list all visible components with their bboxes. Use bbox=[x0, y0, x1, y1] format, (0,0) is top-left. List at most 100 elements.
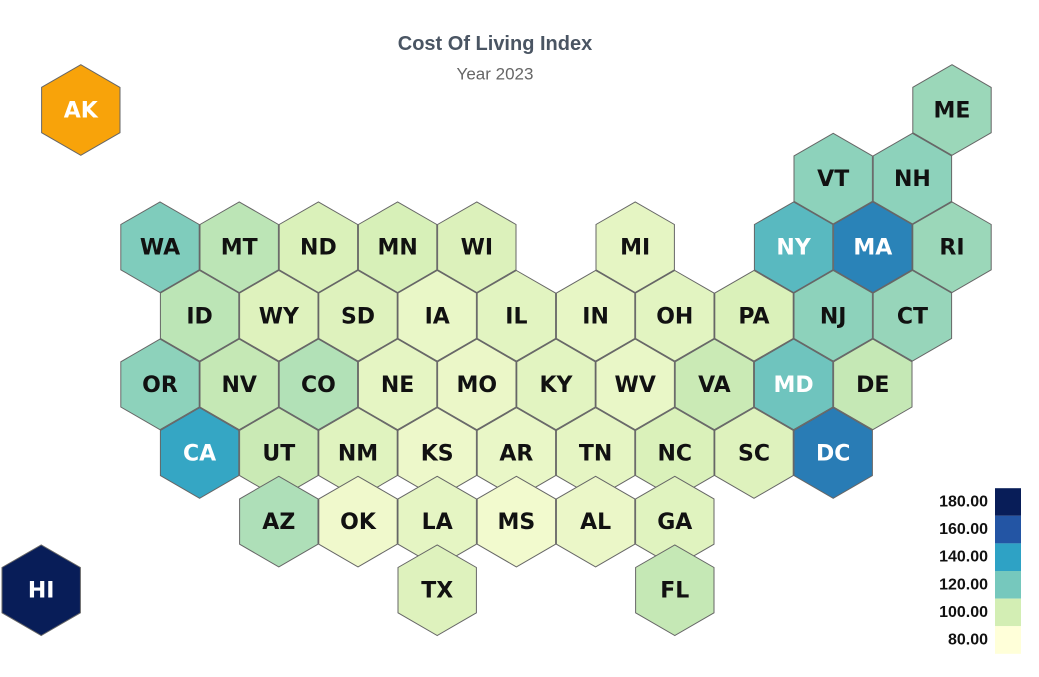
state-hex bbox=[635, 544, 715, 637]
state-code: NM bbox=[338, 442, 378, 467]
state-hex bbox=[476, 475, 557, 568]
state-hex bbox=[753, 338, 834, 431]
legend-label: 180.00 bbox=[939, 494, 988, 511]
state-hex bbox=[120, 338, 200, 431]
state-code: KY bbox=[540, 373, 574, 398]
state-hex bbox=[120, 201, 200, 294]
state-hex bbox=[912, 201, 992, 294]
state-hex bbox=[833, 338, 913, 431]
state-code: NV bbox=[221, 373, 256, 398]
state-hex bbox=[397, 269, 477, 362]
state-code: SC bbox=[738, 442, 770, 467]
state-hex bbox=[1, 544, 81, 637]
state-hex bbox=[595, 338, 675, 431]
state-hex bbox=[753, 201, 834, 294]
state-code: NH bbox=[894, 167, 931, 192]
state-code: GA bbox=[657, 510, 692, 535]
state-code: RI bbox=[939, 236, 964, 261]
state-code: DC bbox=[816, 442, 850, 467]
state-code: OH bbox=[656, 304, 693, 329]
state-hex bbox=[318, 269, 398, 362]
state-code: LA bbox=[422, 510, 453, 535]
state-hex bbox=[674, 338, 755, 431]
state-hex bbox=[912, 64, 992, 156]
legend-swatch bbox=[995, 543, 1021, 571]
state-code: MT bbox=[221, 236, 258, 261]
state-code: SD bbox=[341, 304, 375, 329]
state-hex bbox=[397, 544, 477, 637]
state-hex bbox=[437, 338, 517, 431]
state-hex bbox=[278, 201, 359, 294]
state-hex bbox=[476, 269, 557, 362]
state-code: TN bbox=[579, 442, 612, 467]
state-code: AR bbox=[499, 442, 533, 467]
state-code: NJ bbox=[820, 304, 847, 329]
state-hex bbox=[199, 338, 279, 431]
state-code: WI bbox=[461, 236, 493, 261]
legend-label: 160.00 bbox=[939, 521, 988, 538]
state-code: DE bbox=[856, 373, 889, 398]
state-code: CO bbox=[301, 373, 336, 398]
state-code: IN bbox=[582, 304, 609, 329]
state-hex bbox=[278, 338, 359, 431]
state-code: KS bbox=[421, 442, 454, 467]
state-code: MD bbox=[774, 373, 814, 398]
state-code: IL bbox=[505, 304, 527, 329]
state-code: NC bbox=[658, 442, 693, 467]
state-hex bbox=[357, 201, 438, 294]
state-code: ID bbox=[186, 304, 212, 329]
state-hex bbox=[793, 269, 873, 362]
state-code: WY bbox=[259, 304, 300, 329]
state-code: OR bbox=[142, 373, 178, 398]
state-hex bbox=[437, 201, 517, 294]
legend-swatch bbox=[995, 488, 1021, 516]
state-code: MS bbox=[498, 510, 536, 535]
legend-label: 140.00 bbox=[939, 549, 988, 566]
legend-swatch bbox=[995, 571, 1021, 599]
state-hex bbox=[239, 475, 319, 568]
legend-label: 80.00 bbox=[948, 632, 988, 649]
state-code: PA bbox=[738, 304, 769, 329]
state-code: TX bbox=[421, 579, 453, 604]
state-hex bbox=[555, 269, 636, 362]
legend-label: 100.00 bbox=[939, 604, 988, 621]
state-code: AK bbox=[64, 99, 99, 124]
state-code: ND bbox=[300, 236, 337, 261]
state-hex bbox=[239, 269, 319, 362]
state-hex bbox=[159, 407, 240, 499]
state-code: CA bbox=[183, 442, 216, 467]
state-code: ME bbox=[934, 99, 971, 124]
state-code: WA bbox=[140, 236, 180, 261]
state-code: IA bbox=[425, 304, 450, 329]
state-hex bbox=[159, 269, 240, 362]
state-code: HI bbox=[28, 579, 55, 604]
state-code: AZ bbox=[262, 510, 295, 535]
state-code: NY bbox=[776, 236, 811, 261]
state-hex bbox=[635, 269, 715, 362]
state-hex bbox=[872, 269, 953, 362]
state-hex bbox=[793, 132, 873, 225]
state-code: CT bbox=[897, 304, 928, 329]
state-code: NE bbox=[381, 373, 414, 398]
state-hex bbox=[872, 132, 953, 225]
state-hex bbox=[595, 201, 675, 294]
state-hex bbox=[555, 475, 636, 568]
legend-label: 120.00 bbox=[939, 576, 988, 593]
state-hex bbox=[833, 201, 913, 294]
state-code: VT bbox=[817, 167, 849, 192]
state-code: VA bbox=[698, 373, 731, 398]
state-hex bbox=[41, 64, 121, 156]
state-code: UT bbox=[262, 442, 295, 467]
state-code: FL bbox=[660, 579, 689, 604]
legend-swatch bbox=[995, 515, 1021, 544]
legend-swatch bbox=[995, 598, 1021, 627]
state-hex bbox=[793, 407, 873, 499]
state-code: MO bbox=[456, 373, 497, 398]
state-hex bbox=[318, 475, 398, 568]
state-hex bbox=[714, 407, 794, 499]
state-hex bbox=[516, 338, 596, 431]
map-subtitle: Year 2023 bbox=[457, 65, 534, 84]
state-code: MN bbox=[377, 236, 417, 261]
legend-swatch bbox=[995, 626, 1021, 654]
